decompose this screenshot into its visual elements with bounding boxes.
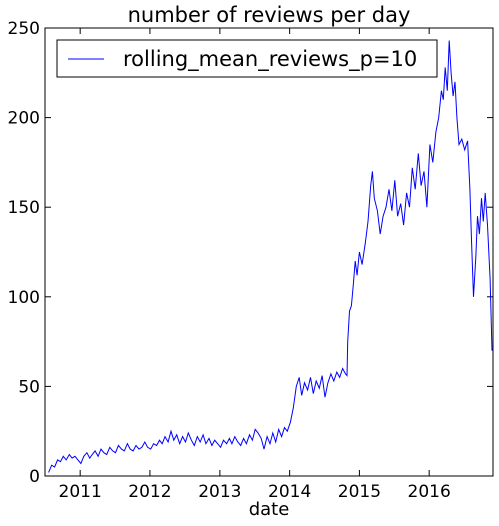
y-tick-label: 0 [29,467,40,487]
chart-title: number of reviews per day [128,3,411,27]
y-tick-label: 250 [8,19,40,39]
legend-label: rolling_mean_reviews_p=10 [123,47,417,72]
x-axis-label: date [249,499,290,520]
series-line [48,40,493,473]
y-tick-label: 200 [8,109,40,129]
x-tick-label: 2011 [59,482,102,502]
x-tick-label: 2016 [408,482,451,502]
y-tick-label: 50 [18,377,40,397]
x-tick-label: 2013 [198,482,241,502]
x-tick-label: 2012 [128,482,171,502]
x-axis: 2011 2012 2013 2014 2015 2016 [59,28,451,502]
y-tick-label: 150 [8,198,40,218]
plot-frame [44,27,494,477]
legend: rolling_mean_reviews_p=10 [56,39,438,78]
plot-area [45,28,493,476]
x-tick-label: 2015 [338,482,381,502]
x-tick-label: 2014 [268,482,311,502]
legend-box [56,39,438,78]
y-tick-label: 100 [8,288,40,308]
y-axis: 0 50 100 150 200 250 [8,19,493,487]
